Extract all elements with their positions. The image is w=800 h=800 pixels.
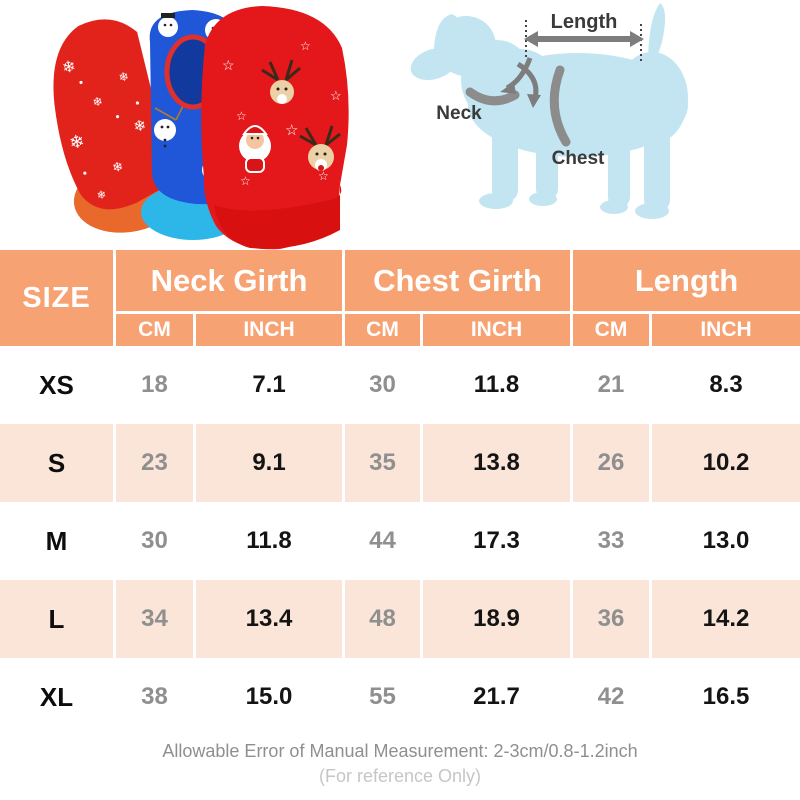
snowflake-icon: ❄: [132, 117, 147, 136]
neck-label: Neck: [436, 103, 482, 124]
reference-only-note: (For reference Only): [318, 766, 482, 786]
inch-value-cell: 7.1: [196, 346, 345, 424]
cm-value-cell: 23: [116, 424, 196, 502]
product-photo-vests: ❄ ❄ ❄ ❄ ❄ ❄ ❄: [53, 6, 349, 250]
cm-value-cell: 33: [573, 502, 652, 580]
header-chest-cm: CM: [345, 314, 423, 346]
snowflake-icon: ❄: [118, 69, 130, 85]
size-cell: L: [0, 580, 116, 658]
chest-band: [549, 65, 571, 147]
neck-arrow-icon: [500, 57, 533, 94]
cm-value-cell: 44: [345, 502, 423, 580]
cm-value-cell: 21: [573, 346, 652, 424]
inch-value-cell: 18.9: [423, 580, 573, 658]
length-label: Length: [551, 11, 618, 33]
vest-red-santa: ☆ ☆ ☆ ☆ ☆ ☆ ☆: [201, 6, 349, 250]
cm-value-cell: 48: [345, 580, 423, 658]
cm-value-cell: 38: [116, 658, 196, 736]
star-icon: ☆: [330, 88, 342, 103]
inch-value-cell: 9.1: [196, 424, 345, 502]
size-cell: XL: [0, 658, 116, 736]
size-table: SIZE Neck Girth Chest Girth Length CM IN…: [0, 250, 800, 736]
cm-value-cell: 18: [116, 346, 196, 424]
inch-value-cell: 16.5: [652, 658, 800, 736]
cm-value-cell: 30: [345, 346, 423, 424]
cm-value-cell: 55: [345, 658, 423, 736]
cm-value-cell: 42: [573, 658, 652, 736]
chest-measure: Chest: [516, 61, 605, 169]
inch-value-cell: 11.8: [196, 502, 345, 580]
vest-body-red: [201, 6, 349, 250]
inch-value-cell: 17.3: [423, 502, 573, 580]
star-pattern: ☆ ☆ ☆ ☆ ☆ ☆ ☆: [222, 39, 342, 188]
snowflake-icon: ❄: [96, 189, 107, 202]
snowflake-icon: ❄: [111, 159, 124, 176]
size-cell: XS: [0, 346, 116, 424]
inch-value-cell: 13.4: [196, 580, 345, 658]
size-cell: M: [0, 502, 116, 580]
cm-value-cell: 30: [116, 502, 196, 580]
header-neck-cm: CM: [116, 314, 196, 346]
inch-value-cell: 8.3: [652, 346, 800, 424]
header-chest-girth: Chest Girth: [345, 250, 573, 314]
header-length-inch: INCH: [652, 314, 800, 346]
santa-icon: [239, 125, 271, 173]
header-neck-girth: Neck Girth: [116, 250, 345, 314]
inch-value-cell: 11.8: [423, 346, 573, 424]
reindeer-icon: [261, 59, 301, 104]
inch-value-cell: 14.2: [652, 580, 800, 658]
chest-label: Chest: [552, 148, 605, 169]
star-icon: ☆: [318, 169, 329, 183]
measurement-error-note: Allowable Error of Manual Measurement: 2…: [162, 741, 638, 761]
cm-value-cell: 35: [345, 424, 423, 502]
inch-value-cell: 21.7: [423, 658, 573, 736]
length-measure: Length: [524, 11, 644, 62]
snowflake-pattern: ❄ ❄ ❄ ❄ ❄ ❄ ❄: [61, 58, 148, 202]
neck-band: [465, 87, 520, 106]
inch-value-cell: 13.0: [652, 502, 800, 580]
vest-bottom-hem: [214, 185, 342, 249]
hero-canvas: ❄ ❄ ❄ ❄ ❄ ❄ ❄: [53, 3, 688, 250]
star-icon: ☆: [285, 122, 298, 139]
star-icon: ☆: [236, 109, 247, 123]
inch-value-cell: 10.2: [652, 424, 800, 502]
header-neck-inch: INCH: [196, 314, 345, 346]
star-icon: ☆: [222, 57, 235, 73]
header-length-cm: CM: [573, 314, 652, 346]
cm-value-cell: 26: [573, 424, 652, 502]
snowman-icon: [154, 119, 176, 148]
cm-value-cell: 34: [116, 580, 196, 658]
header-size: SIZE: [0, 250, 116, 346]
vest-body-red: [53, 19, 174, 210]
cm-value-cell: 36: [573, 580, 652, 658]
star-icon: ☆: [240, 174, 251, 188]
reindeer-icon: [299, 125, 341, 171]
neck-measure: Neck: [436, 57, 533, 124]
hero-illustrations: ❄ ❄ ❄ ❄ ❄ ❄ ❄: [0, 0, 800, 250]
snowflake-icon: ❄: [61, 58, 77, 77]
chest-arrow-icon: [516, 61, 541, 108]
dog-measurement-diagram: Length Neck: [410, 3, 688, 219]
length-arrow-icon: [524, 31, 644, 47]
inch-value-cell: 13.8: [423, 424, 573, 502]
footer-note: Allowable Error of Manual Measurement: 2…: [0, 738, 800, 788]
header-chest-inch: INCH: [423, 314, 573, 346]
star-icon: ☆: [300, 39, 311, 53]
snowflake-icon: ❄: [92, 94, 104, 110]
snowflake-icon: ❄: [68, 131, 86, 153]
header-length: Length: [573, 250, 800, 314]
snowman-icon: [158, 13, 178, 37]
inch-value-cell: 15.0: [196, 658, 345, 736]
size-cell: S: [0, 424, 116, 502]
